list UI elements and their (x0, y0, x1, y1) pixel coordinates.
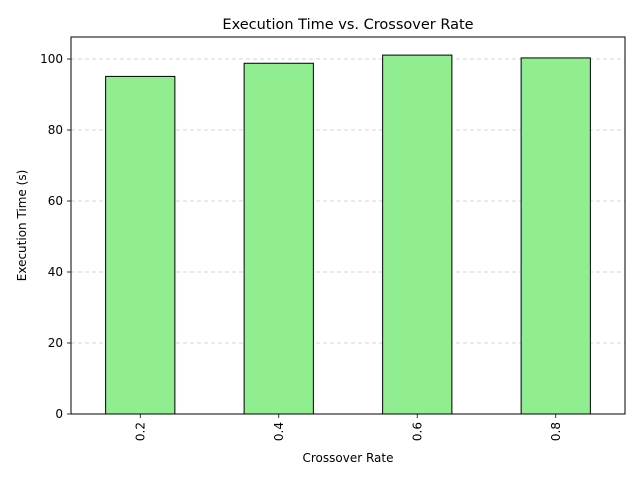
y-tick-label: 20 (48, 336, 63, 350)
y-tick-label: 100 (40, 52, 63, 66)
y-axis-ticks: 0 20 40 60 80 100 (40, 52, 71, 421)
x-tick-label: 0.4 (272, 422, 286, 441)
x-tick-label: 0.8 (549, 422, 563, 441)
plot-frame (70, 36, 626, 415)
x-tick-label: 0.6 (410, 422, 424, 441)
x-tick-label: 0.2 (133, 422, 147, 441)
x-axis-ticks: 0.2 0.4 0.6 0.8 (133, 414, 563, 441)
y-tick-label: 40 (48, 265, 63, 279)
bar-0.2 (105, 75, 176, 415)
bar-0.6 (382, 54, 453, 415)
chart-title: Execution Time vs. Crossover Rate (222, 17, 473, 33)
y-tick-label: 60 (48, 194, 63, 208)
y-axis-label: Execution Time (s) (15, 170, 29, 282)
y-tick-label: 0 (55, 407, 63, 421)
bar-0.4 (243, 62, 314, 415)
y-tick-label: 80 (48, 123, 63, 137)
x-axis-label: Crossover Rate (303, 451, 394, 465)
bar-0.8 (520, 57, 591, 415)
bars (105, 54, 591, 415)
